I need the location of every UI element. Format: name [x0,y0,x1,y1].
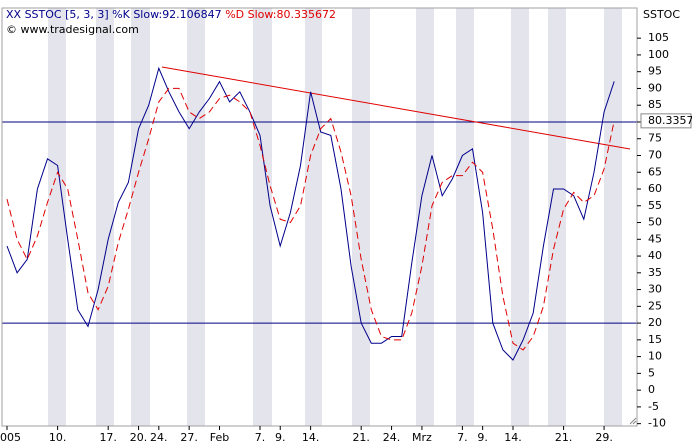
series-line [6,87,615,351]
header: XX SSTOC [5, 3, 3] %K Slow:92.106847 %D … [6,8,336,21]
y-tick-label: 5 [648,366,655,379]
y-tick-label: 25 [648,299,662,312]
resize-grip [629,417,637,425]
x-tick-label: 10. [49,431,67,444]
y-tick-label: 70 [648,148,662,161]
chart-title: XX SSTOC [5, 3, 3] [6,8,109,21]
trend-line [161,66,631,150]
y-tick-label: 65 [648,165,662,178]
x-tick-label: 20. [130,431,148,444]
y-tick-label: 30 [648,283,662,296]
x-tick-label: 14. [504,431,522,444]
x-tick-label: 17. [99,431,117,444]
current-value-label: 80.3357 [648,114,692,127]
x-tick-label: 9. [275,431,286,444]
x-tick-label: 29. [595,431,613,444]
legend-entry: %K Slow:92.106847 [112,8,222,21]
x-tick-label: 14. [302,431,320,444]
x-tick-label: 7. [457,431,468,444]
y-tick-label: 100 [648,48,669,61]
y-tick-label: 15 [648,333,662,346]
x-tick-label: 24. [383,431,401,444]
y-tick-label: 40 [648,249,662,262]
x-tick-label: 2005 [0,431,21,444]
y-tick-label: 60 [648,182,662,195]
x-tick-label: 7. [255,431,266,444]
y-tick-label: 10 [648,350,662,363]
y-tick-label: 45 [648,232,662,245]
x-tick-label: 9. [477,431,488,444]
x-tick-label: 24. [150,431,168,444]
source: © www.tradesignal.com [6,23,139,36]
y-tick-label: 90 [648,81,662,94]
legend-entry: %D Slow:80.335672 [225,8,336,21]
y-tick-label: -5 [648,400,659,413]
x-tick-label: Mrz [412,431,432,444]
x-tick-label: Feb [210,431,229,444]
plot-frame [1,7,638,427]
y-tick-label: 75 [648,132,662,145]
y-tick-label: 35 [648,266,662,279]
week-stripes [48,8,622,426]
y-tick-label: 20 [648,316,662,329]
axis-title: SSTOC [643,8,680,21]
y-tick-label: 95 [648,65,662,78]
y-tick-label: 105 [648,31,669,44]
y-tick-label: 50 [648,216,662,229]
y-tick-label: 55 [648,199,662,212]
x-tick-label: 21. [352,431,370,444]
y-tick-label: -10 [648,417,666,430]
current-value-box [640,113,692,129]
x-tick-label: 27. [180,431,198,444]
y-tick-label: 0 [648,383,655,396]
series-line [6,66,615,361]
x-tick-label: 21. [555,431,573,444]
y-tick-label: 85 [648,98,662,111]
